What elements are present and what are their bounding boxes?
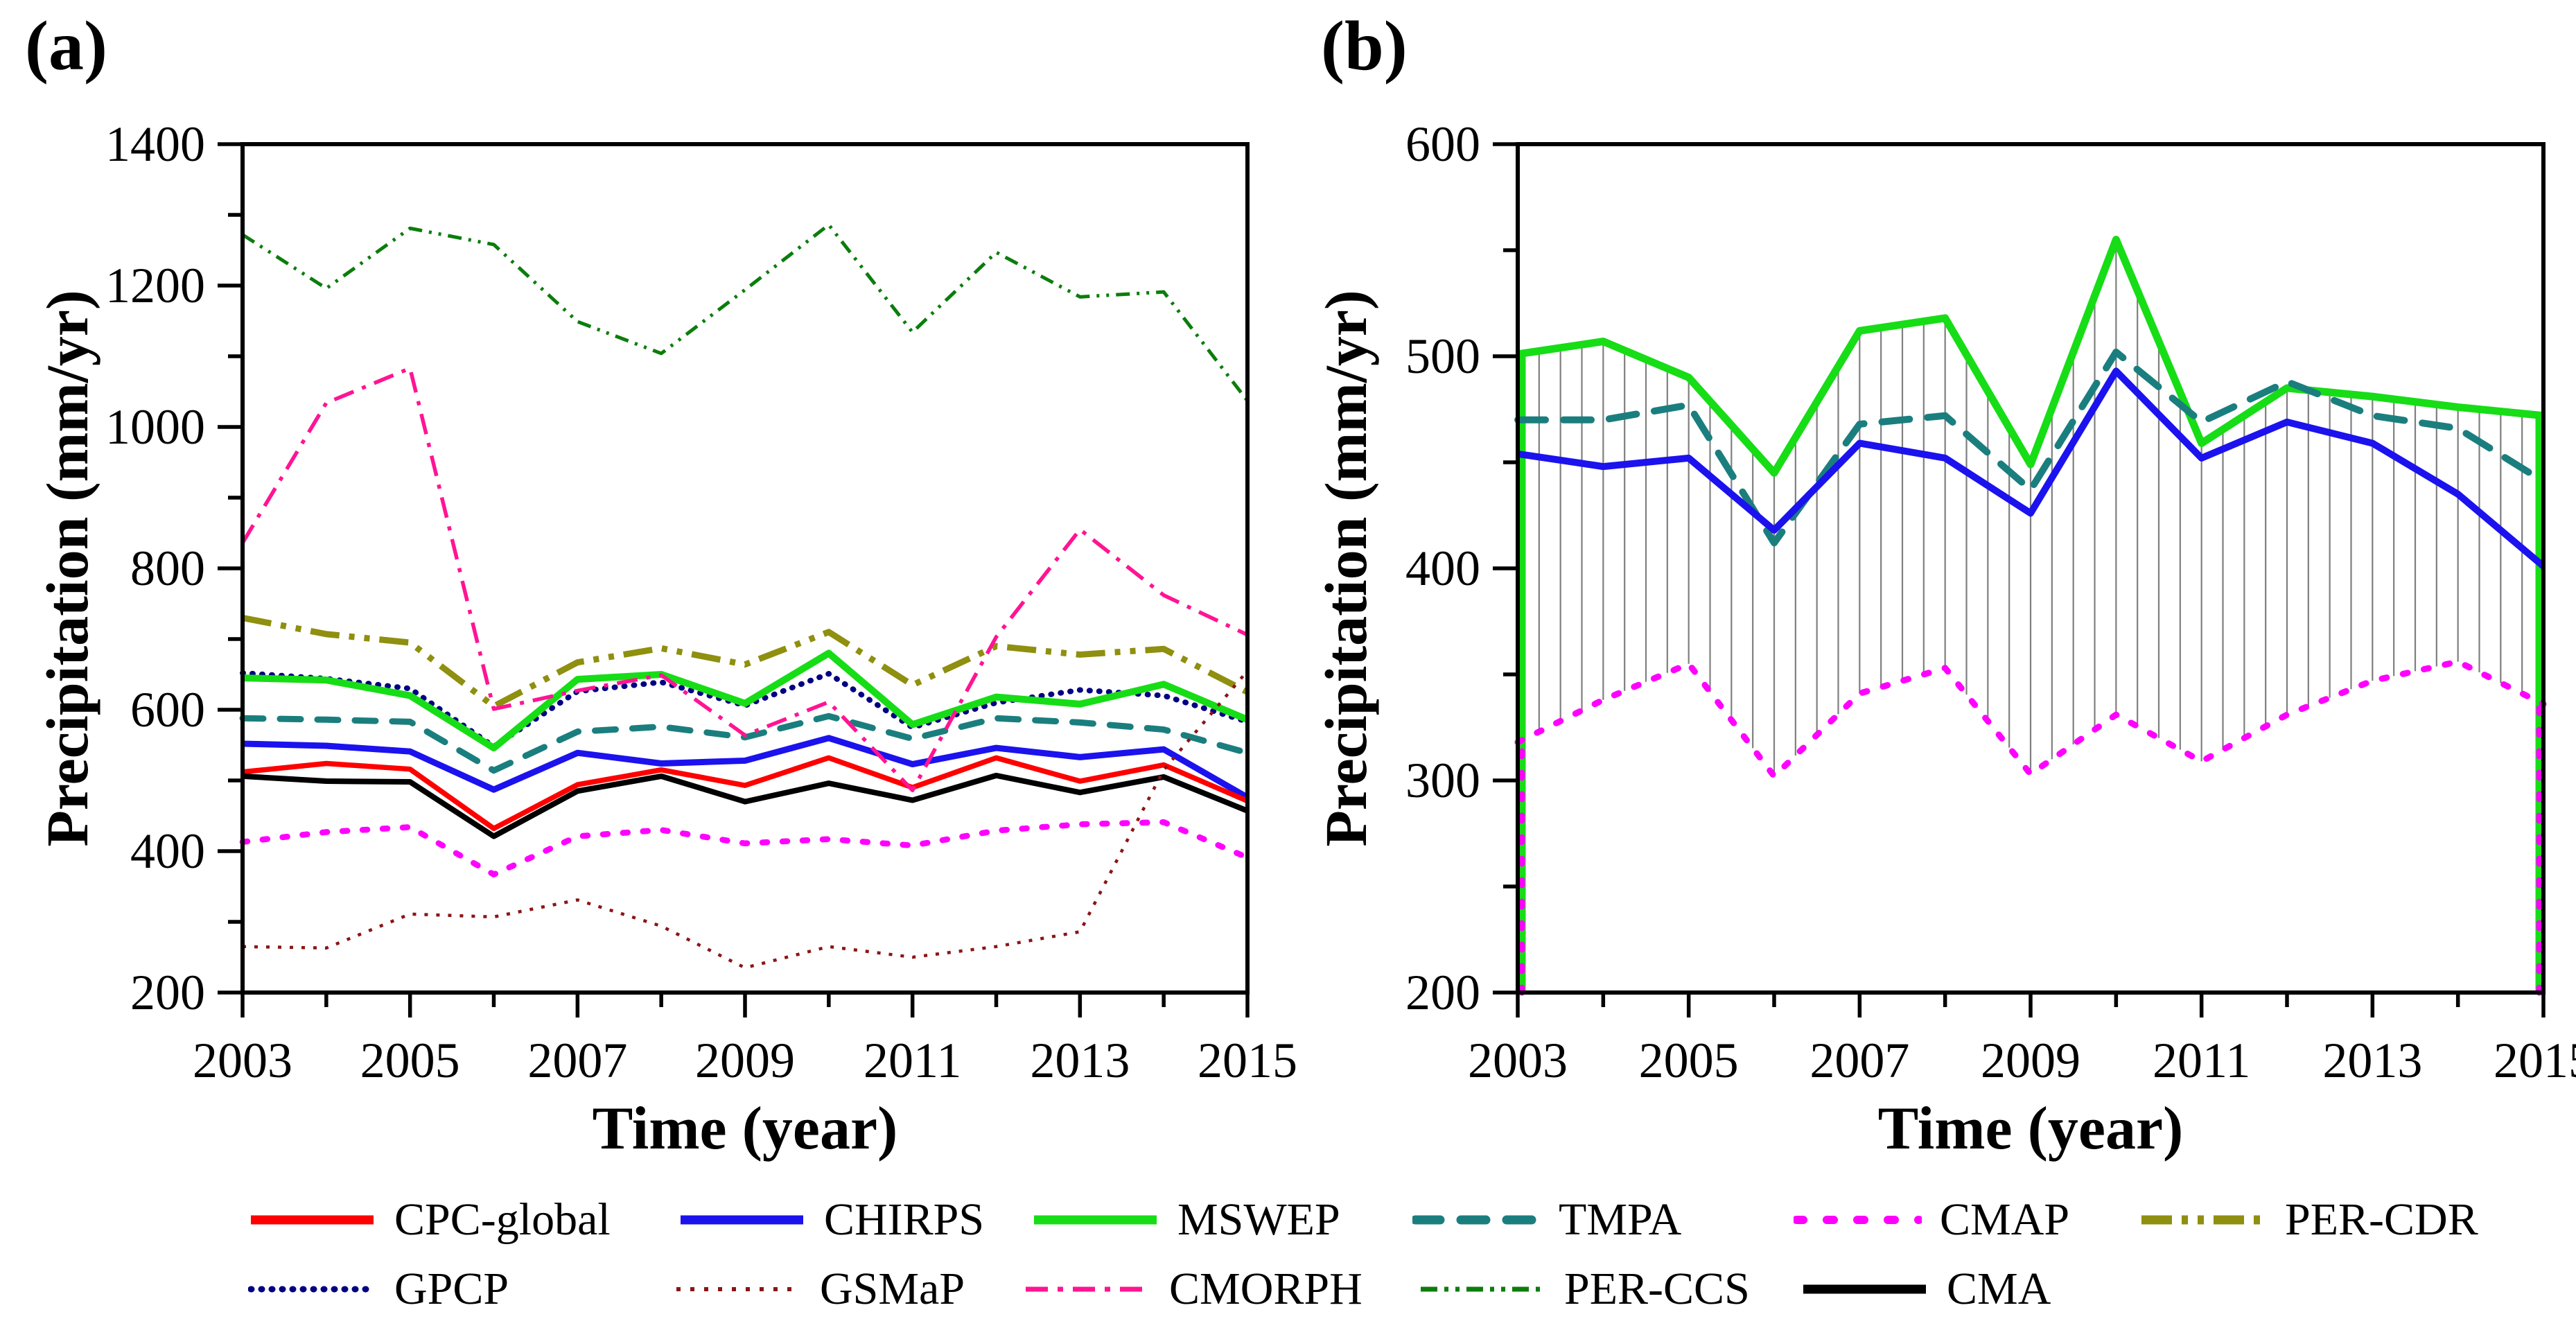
series-line-CMAP bbox=[239, 819, 1251, 877]
x-tick-label: 2007 bbox=[527, 1033, 627, 1088]
series-line-TMPA bbox=[239, 713, 1251, 774]
y-tick-label: 300 bbox=[1405, 753, 1480, 808]
x-tick-label: 2005 bbox=[360, 1033, 460, 1088]
series-line-CHIRPS bbox=[1517, 367, 2546, 569]
x-tick-label: 2011 bbox=[2153, 1033, 2250, 1088]
x-tick-label: 2015 bbox=[1198, 1033, 1297, 1088]
y-tick-label: 400 bbox=[1405, 541, 1480, 596]
panel-b-x-axis-title: Time (year) bbox=[1877, 1095, 2184, 1162]
tmpa-line-swatch-icon bbox=[1412, 1209, 1541, 1231]
panel-(b): 200 300 400 500 600 2003 2005 2007 2009 2011 2013 2… bbox=[1405, 116, 2576, 1088]
cmorph-line-swatch-icon bbox=[1023, 1278, 1151, 1300]
series-line-MSWEP bbox=[1517, 236, 2544, 477]
y-tick-label: 400 bbox=[130, 823, 205, 879]
series-line-MSWEP bbox=[242, 649, 1249, 752]
series-line-PER-CDR bbox=[242, 614, 1250, 710]
series-line-PER-CCS bbox=[241, 222, 1249, 402]
y-tick-label: 500 bbox=[1405, 329, 1480, 384]
cpc-global-line-swatch-icon bbox=[248, 1209, 376, 1231]
x-tick-label: 2009 bbox=[695, 1033, 795, 1088]
series-line-CMA bbox=[242, 772, 1249, 839]
y-tick-label: 600 bbox=[130, 682, 205, 737]
x-tick-label: 2003 bbox=[1468, 1033, 1568, 1088]
legend-item-cmap: CMAP bbox=[1794, 1187, 2069, 1253]
legend-label: CPC-global bbox=[394, 1194, 611, 1245]
legend-item-gsmap: GSMaP bbox=[674, 1256, 965, 1319]
cmap-line-swatch-icon bbox=[1794, 1209, 1922, 1231]
y-tick-label: 1400 bbox=[105, 116, 205, 172]
x-tick-label: 2009 bbox=[1981, 1033, 2080, 1088]
series-line-CPC-global bbox=[242, 755, 1249, 832]
y-tick-label: 1000 bbox=[105, 399, 205, 455]
legend-item-gpcp: GPCP bbox=[248, 1256, 509, 1319]
panel-a-x-axis-title: Time (year) bbox=[592, 1095, 898, 1162]
legend-label: CHIRPS bbox=[824, 1194, 985, 1245]
series-line-CHIRPS bbox=[242, 735, 1250, 801]
legend-item-per-cdr: PER-CDR bbox=[2139, 1187, 2478, 1253]
panel-a-y-axis-title: Precipitation (mm/yr) bbox=[34, 290, 100, 847]
x-tick-label: 2003 bbox=[193, 1033, 292, 1088]
x-tick-label: 2013 bbox=[1030, 1033, 1130, 1088]
plot-frame bbox=[240, 142, 1250, 995]
x-tick-label: 2015 bbox=[2494, 1033, 2576, 1088]
panel-(a): 200 400 600 800 1000 1200 1400 2003 2005 2007 2009… bbox=[105, 116, 1297, 1088]
legend-label: CMAP bbox=[1940, 1194, 2070, 1245]
legend-label: PER-CDR bbox=[2285, 1194, 2478, 1245]
legend-item-per-ccs: PER-CCS bbox=[1418, 1256, 1750, 1319]
gpcp-line-swatch-icon bbox=[248, 1278, 376, 1300]
panel-b-y-axis-title: Precipitation (mm/yr) bbox=[1313, 290, 1379, 847]
cma-line-swatch-icon bbox=[1800, 1278, 1929, 1300]
x-tick-label: 2007 bbox=[1810, 1033, 1909, 1088]
panel-b-label: (b) bbox=[1321, 7, 1408, 85]
per-ccs-line-swatch-icon bbox=[1418, 1278, 1546, 1300]
legend-item-chirps: CHIRPS bbox=[678, 1187, 984, 1253]
series-line-CMAP bbox=[1514, 658, 2547, 780]
x-tick-label: 2005 bbox=[1639, 1033, 1739, 1088]
legend-label: MSWEP bbox=[1177, 1194, 1340, 1245]
legend-label: CMORPH bbox=[1169, 1264, 1363, 1314]
chirps-line-swatch-icon bbox=[678, 1209, 806, 1231]
legend-item-mswep: MSWEP bbox=[1031, 1187, 1340, 1253]
legend-label: TMPA bbox=[1559, 1194, 1682, 1245]
x-tick-label: 2013 bbox=[2322, 1033, 2422, 1088]
legend-label: CMA bbox=[1947, 1264, 2051, 1314]
series-line-CMORPH bbox=[240, 366, 1249, 793]
y-tick-label: 800 bbox=[130, 541, 205, 596]
series-line-GSMaP bbox=[242, 670, 1249, 970]
y-tick-label: 1200 bbox=[105, 258, 205, 313]
legend-item-cma: CMA bbox=[1800, 1256, 2051, 1319]
y-tick-label: 600 bbox=[1405, 116, 1480, 172]
panel-a-label: (a) bbox=[25, 7, 107, 85]
per-cdr-line-swatch-icon bbox=[2139, 1209, 2267, 1231]
y-tick-label: 200 bbox=[1405, 965, 1480, 1020]
legend-item-cpc-global: CPC-global bbox=[248, 1187, 611, 1253]
gsmap-line-swatch-icon bbox=[674, 1278, 802, 1300]
mswep-line-swatch-icon bbox=[1031, 1209, 1159, 1231]
legend-label: GSMaP bbox=[820, 1264, 965, 1314]
y-tick-label: 200 bbox=[130, 965, 205, 1020]
legend-item-cmorph: CMORPH bbox=[1023, 1256, 1363, 1319]
x-tick-label: 2011 bbox=[864, 1033, 961, 1088]
legend-label: PER-CCS bbox=[1564, 1264, 1750, 1314]
legend-item-tmpa: TMPA bbox=[1412, 1187, 1681, 1253]
legend-label: GPCP bbox=[394, 1264, 509, 1314]
hatch-drop-lines bbox=[1538, 239, 2523, 776]
